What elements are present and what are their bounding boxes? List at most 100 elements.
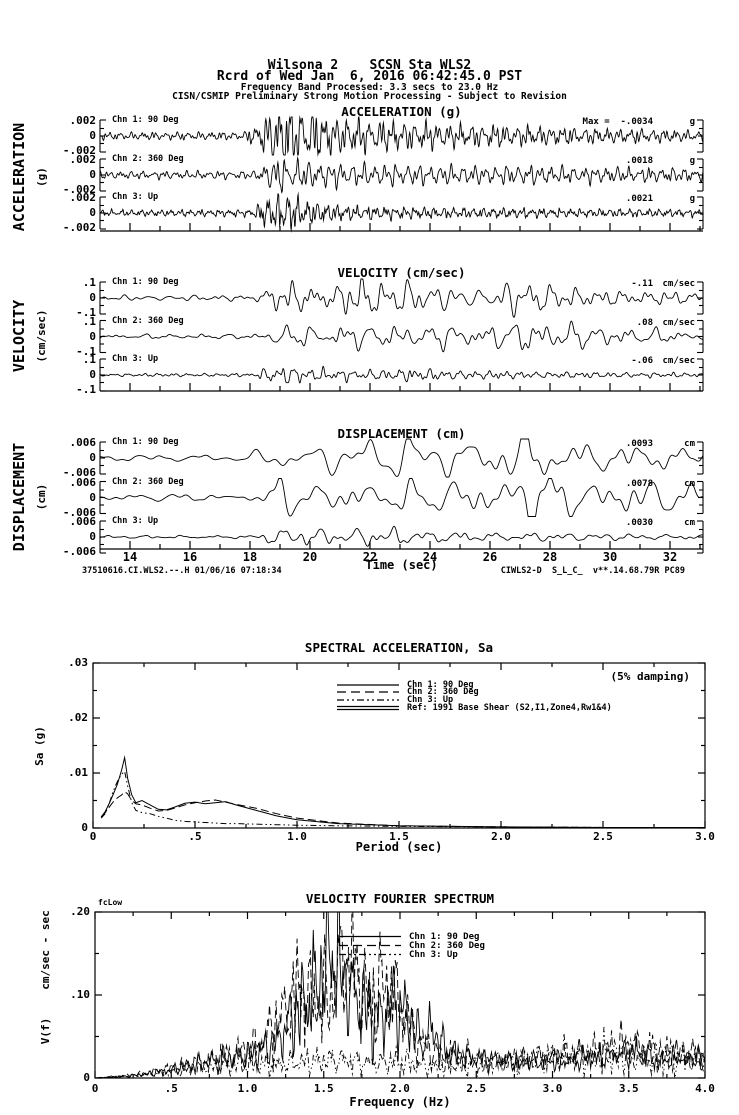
fourier-y-axis-label: V(f) xyxy=(39,1017,53,1045)
fourier-legend-label-chn2: Chn 2: 360 Deg xyxy=(409,940,485,951)
fourier-chart-title: VELOCITY FOURIER SPECTRUM xyxy=(305,891,495,906)
time-axis-label: Time (sec) xyxy=(365,558,438,572)
fourier-x-axis-label: Frequency (Hz) xyxy=(349,1095,451,1109)
fourier-legend-label-chn1: Chn 1: 90 Deg xyxy=(409,931,480,942)
processing-version-footer: CIWLS2-D S_L_C_ v**.14.68.79R PC89 xyxy=(500,566,685,576)
y-tick-label: 0 xyxy=(89,291,96,305)
fourier-legend-row-chn1: Chn 1: 90 Deg xyxy=(338,931,485,942)
peak-value: .0021 xyxy=(625,194,653,204)
sa-x-tick-label: 1.0 xyxy=(287,830,307,843)
time-tick-label: 32 xyxy=(662,550,678,564)
time-tick-label: 20 xyxy=(302,550,318,564)
displacement-title: DISPLACEMENT (cm) xyxy=(337,426,466,441)
y-tick-label: -.002 xyxy=(62,183,96,197)
time-tick-label: 18 xyxy=(242,550,258,564)
fourier-legend-row-chn2: Chn 2: 360 Deg xyxy=(338,940,485,951)
solid-line-icon xyxy=(337,684,399,686)
solid-line-icon xyxy=(339,935,401,938)
time-tick-label: 14 xyxy=(122,550,138,564)
y-tick-label: -.1 xyxy=(76,383,96,397)
y-tick-label: .1 xyxy=(82,314,96,328)
sa-x-tick-label: 3.0 xyxy=(695,830,715,843)
sa-y-tick-label: .02 xyxy=(68,711,88,725)
peak-value: Max = -.0034 xyxy=(582,117,653,127)
sa-legend-row-ref: Ref: 1991 Base Shear (S2,I1,Zone4,Rw1&4) xyxy=(336,702,612,713)
channel-label: Chn 3: Up xyxy=(112,354,159,364)
y-tick-label: .1 xyxy=(82,276,96,290)
y-tick-label: -.002 xyxy=(62,144,96,158)
y-tick-label: .002 xyxy=(69,153,97,167)
peak-value: .0018 xyxy=(625,156,653,166)
peak-units: cm/sec xyxy=(662,356,695,366)
peak-value: .08 xyxy=(636,317,653,328)
fourier-x-tick-label: 3.5 xyxy=(618,1082,639,1095)
y-tick-label: 0 xyxy=(89,490,96,504)
frequency-band-note: Frequency Band Processed: 3.3 secs to 23… xyxy=(240,82,499,93)
y-tick-label: .006 xyxy=(69,475,97,489)
fourier-y-tick-label: .10 xyxy=(70,988,90,1002)
peak-units: cm xyxy=(684,439,695,449)
dash-dot-dot-line-icon xyxy=(337,699,399,701)
velocity-axis-units: (cm/sec) xyxy=(35,309,49,363)
y-tick-label: 0 xyxy=(89,329,96,343)
y-tick-label: 0 xyxy=(89,206,96,220)
fourier-legend: Chn 1: 90 Deg Chn 2: 360 Deg Chn 3: Up xyxy=(338,932,485,960)
sa-x-tick-label: .5 xyxy=(188,830,202,843)
acceleration-title: ACCELERATION (g) xyxy=(341,104,462,119)
y-tick-label: 0 xyxy=(89,451,96,465)
fourier-x-tick-label: 0 xyxy=(91,1082,99,1095)
record-datetime: Rcrd of Wed Jan 6, 2016 06:42:45.0 PST xyxy=(216,69,523,84)
fourier-y-units-label: cm/sec - sec xyxy=(39,910,53,990)
sa-legend: Chn 1: 90 Deg Chn 2: 360 Deg Chn 3: Up R… xyxy=(336,679,612,713)
sa-legend-label-chn1: Chn 1: 90 Deg xyxy=(407,679,474,690)
sa-x-tick-label: 0 xyxy=(89,830,97,843)
peak-units: cm/sec xyxy=(662,317,695,328)
fourier-legend-label-chn3: Chn 3: Up xyxy=(409,949,458,960)
dashed-line-icon xyxy=(339,945,401,947)
fourier-y-tick-label: 0 xyxy=(83,1071,90,1085)
time-tick-label: 16 xyxy=(182,550,198,564)
velocity-title: VELOCITY (cm/sec) xyxy=(337,265,466,280)
dashed-line-icon xyxy=(337,691,399,693)
y-tick-label: .002 xyxy=(69,191,97,205)
channel-label: Chn 2: 360 Deg xyxy=(112,476,184,487)
y-tick-label: -.002 xyxy=(62,221,96,235)
dash-dot-dot-line-icon xyxy=(339,954,401,956)
fourier-x-tick-label: 1.0 xyxy=(237,1082,258,1095)
channel-label: Chn 2: 360 Deg xyxy=(112,315,184,326)
channel-label: Chn 2: 360 Deg xyxy=(112,154,184,164)
fourier-legend-row-chn3: Chn 3: Up xyxy=(338,949,485,960)
y-tick-label: .1 xyxy=(82,353,96,367)
station-title: Wilsona 2 SCSN Sta WLS2 xyxy=(267,58,472,73)
channel-label: Chn 1: 90 Deg xyxy=(112,115,179,125)
damping-annotation: (5% damping) xyxy=(610,670,690,683)
fourier-y-tick-label: .20 xyxy=(70,905,90,919)
sa-x-tick-label: 2.0 xyxy=(491,830,511,843)
peak-value: -.11 xyxy=(631,279,653,289)
y-tick-label: 0 xyxy=(89,530,96,544)
sa-legend-label-chn3: Chn 3: Up xyxy=(407,694,454,705)
time-tick-label: 22 xyxy=(362,550,378,564)
time-tick-label: 30 xyxy=(602,550,618,564)
fourier-x-tick-label: 4.0 xyxy=(695,1082,715,1095)
time-tick-label: 24 xyxy=(422,550,438,564)
fourier-x-tick-label: 1.5 xyxy=(313,1082,334,1095)
peak-units: g xyxy=(689,194,695,204)
y-tick-label: .006 xyxy=(69,515,97,529)
peak-value: .0078 xyxy=(625,478,653,489)
sa-y-axis-label: Sa (g) xyxy=(33,726,47,766)
sa-legend-label-ref: Ref: 1991 Base Shear (S2,I1,Zone4,Rw1&4) xyxy=(407,702,612,713)
y-tick-label: -.006 xyxy=(62,545,96,559)
double-line-icon xyxy=(337,705,399,710)
y-tick-label: .006 xyxy=(69,436,97,450)
sa-y-tick-label: 0 xyxy=(81,821,88,835)
fourier-x-tick-label: 3.0 xyxy=(542,1082,563,1095)
sa-x-tick-label: 2.5 xyxy=(593,830,613,843)
sa-legend-label-chn2: Chn 2: 360 Deg xyxy=(407,687,479,698)
time-tick-label: 26 xyxy=(482,550,498,564)
peak-units: g xyxy=(689,156,695,166)
sa-x-axis-label: Period (sec) xyxy=(355,840,443,854)
y-tick-label: .002 xyxy=(69,114,97,128)
